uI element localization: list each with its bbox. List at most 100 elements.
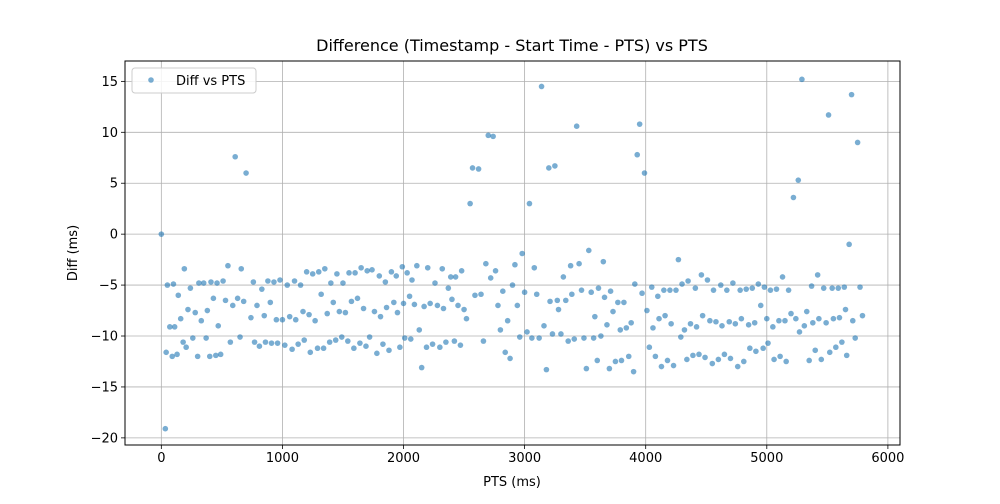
- data-point: [265, 278, 271, 284]
- data-point: [177, 315, 184, 322]
- data-point: [771, 356, 777, 363]
- data-point: [243, 170, 249, 176]
- data-point: [533, 291, 540, 298]
- data-point: [825, 112, 832, 118]
- data-point: [267, 299, 274, 306]
- data-point: [749, 285, 756, 291]
- data-point: [440, 305, 447, 312]
- data-point: [531, 264, 538, 271]
- data-point: [790, 194, 797, 201]
- data-point: [388, 269, 395, 275]
- data-point: [286, 313, 293, 320]
- data-point: [340, 280, 346, 286]
- data-point: [399, 263, 406, 270]
- data-point: [761, 284, 768, 290]
- data-point: [309, 271, 316, 277]
- data-point: [581, 335, 587, 341]
- data-point: [710, 287, 717, 293]
- data-point: [250, 279, 257, 285]
- data-point: [734, 363, 741, 370]
- data-point: [793, 315, 799, 322]
- data-point: [192, 309, 199, 316]
- data-point: [262, 339, 269, 345]
- data-point: [835, 285, 842, 291]
- data-point: [225, 262, 231, 269]
- data-point: [483, 260, 489, 267]
- data-point: [652, 353, 659, 360]
- data-point: [755, 281, 762, 287]
- data-point: [268, 340, 275, 346]
- data-point: [848, 91, 855, 98]
- x-tick-label: 5000: [750, 451, 783, 466]
- data-point: [380, 341, 386, 347]
- data-point: [495, 302, 501, 309]
- data-point: [279, 316, 286, 323]
- data-point: [679, 281, 685, 287]
- data-point: [592, 313, 598, 320]
- data-point: [306, 311, 312, 318]
- data-point: [406, 293, 413, 300]
- data-point: [644, 307, 650, 314]
- plot-frame: [124, 60, 901, 446]
- data-point: [164, 282, 171, 288]
- data-point: [297, 282, 304, 288]
- data-point: [721, 351, 728, 358]
- data-point: [630, 368, 637, 375]
- data-point: [348, 298, 355, 305]
- data-point: [667, 287, 673, 293]
- data-point: [846, 241, 852, 248]
- data-point: [857, 284, 863, 290]
- data-point: [472, 292, 478, 299]
- data-point: [724, 287, 730, 293]
- data-point: [439, 265, 446, 272]
- data-point: [829, 285, 835, 291]
- data-point: [198, 317, 205, 324]
- data-point: [661, 287, 667, 293]
- data-point: [737, 287, 743, 293]
- data-point: [760, 345, 766, 352]
- data-point: [162, 425, 169, 432]
- data-point: [357, 340, 363, 346]
- data-point: [783, 358, 789, 365]
- data-point: [352, 270, 358, 276]
- data-point: [777, 353, 783, 360]
- data-point: [698, 272, 705, 278]
- data-point: [363, 343, 369, 349]
- data-point: [558, 331, 564, 337]
- data-point: [690, 352, 696, 359]
- data-point: [826, 349, 833, 356]
- y-tick-label: −5: [99, 279, 118, 294]
- data-point: [203, 335, 209, 341]
- data-point: [668, 320, 674, 327]
- y-axis-label: Diff (ms): [66, 225, 81, 281]
- data-point: [274, 340, 281, 346]
- data-point: [409, 277, 415, 283]
- legend: Diff vs PTS: [131, 67, 257, 94]
- data-point: [625, 353, 632, 360]
- data-point: [284, 282, 291, 288]
- legend-box: [131, 67, 257, 94]
- y-tick-label: −15: [91, 380, 118, 395]
- data-point: [259, 286, 265, 292]
- data-point: [467, 200, 473, 207]
- data-point: [232, 153, 238, 160]
- data-point: [639, 290, 645, 297]
- data-point: [598, 333, 604, 339]
- data-point: [814, 272, 821, 278]
- data-point: [745, 322, 752, 328]
- data-point: [684, 356, 690, 363]
- data-point: [374, 350, 380, 357]
- data-point: [366, 334, 373, 340]
- data-point: [451, 338, 458, 344]
- data-point: [254, 302, 260, 309]
- data-point: [174, 351, 180, 358]
- data-point: [521, 289, 528, 296]
- data-point: [461, 306, 467, 313]
- data-point: [607, 288, 614, 294]
- data-point: [833, 344, 839, 351]
- y-tick-label: 5: [110, 177, 118, 192]
- chart-title: Difference (Timestamp - Start Time - PTS…: [316, 36, 708, 55]
- data-point: [785, 287, 792, 293]
- data-point: [650, 325, 656, 331]
